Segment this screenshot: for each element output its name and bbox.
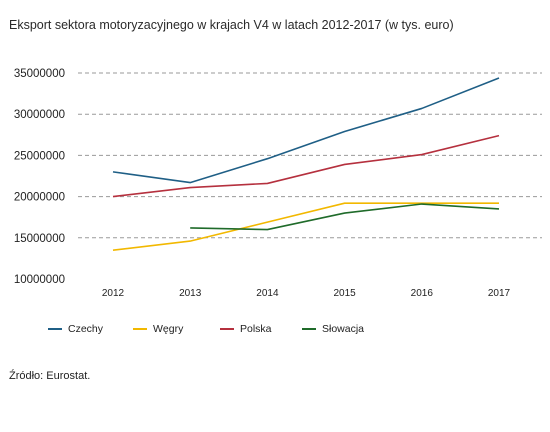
legend: Czechy Węgry Polska Słowacja <box>0 323 550 339</box>
x-tick-label: 2016 <box>411 288 434 299</box>
x-tick-label: 2015 <box>333 288 356 299</box>
series-layer <box>112 77 500 251</box>
legend-item: Czechy <box>48 323 103 335</box>
series-line-słowacja <box>190 203 500 231</box>
legend-swatch <box>302 328 316 330</box>
grid-layer <box>78 72 542 239</box>
series-line-czechy <box>112 77 500 184</box>
series-line-polska <box>112 134 500 198</box>
legend-label: Węgry <box>153 323 184 335</box>
legend-swatch <box>220 328 234 330</box>
y-axis-ticks: 35000000 30000000 25000000 20000000 15000000… <box>14 68 65 286</box>
y-tick-label: 15000000 <box>14 233 65 245</box>
legend-label: Słowacja <box>322 323 365 335</box>
x-tick-label: 2017 <box>488 288 511 299</box>
legend-label: Polska <box>240 323 272 335</box>
x-axis-ticks: 2012 2013 2014 2015 2016 2017 <box>102 288 511 299</box>
series-line-węgry <box>112 202 499 251</box>
legend-item: Słowacja <box>302 323 364 335</box>
legend-label: Czechy <box>68 323 104 335</box>
y-tick-label: 10000000 <box>14 274 65 286</box>
legend-swatch <box>133 328 147 330</box>
y-tick-label: 30000000 <box>14 109 65 121</box>
chart-title: Eksport sektora motoryzacyjnego w krajac… <box>9 18 454 32</box>
y-tick-label: 35000000 <box>14 68 65 80</box>
x-tick-label: 2012 <box>102 288 125 299</box>
source-note: Źródło: Eurostat. <box>9 370 91 382</box>
x-tick-label: 2014 <box>256 288 279 299</box>
y-tick-label: 25000000 <box>14 150 65 162</box>
y-tick-label: 20000000 <box>14 192 65 204</box>
legend-swatch <box>48 328 62 330</box>
x-tick-label: 2013 <box>179 288 202 299</box>
legend-item: Węgry <box>133 323 183 335</box>
legend-item: Polska <box>220 323 272 335</box>
